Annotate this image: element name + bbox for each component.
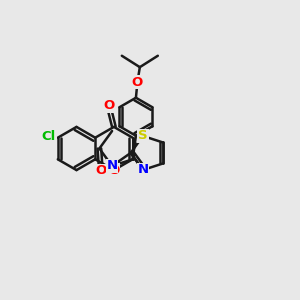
Text: N: N — [106, 160, 118, 172]
Text: O: O — [103, 99, 114, 112]
Text: S: S — [138, 130, 148, 142]
Text: N: N — [137, 164, 148, 176]
Text: Cl: Cl — [42, 130, 56, 143]
Text: O: O — [132, 76, 143, 89]
Text: O: O — [95, 164, 106, 178]
Text: O: O — [108, 164, 119, 177]
